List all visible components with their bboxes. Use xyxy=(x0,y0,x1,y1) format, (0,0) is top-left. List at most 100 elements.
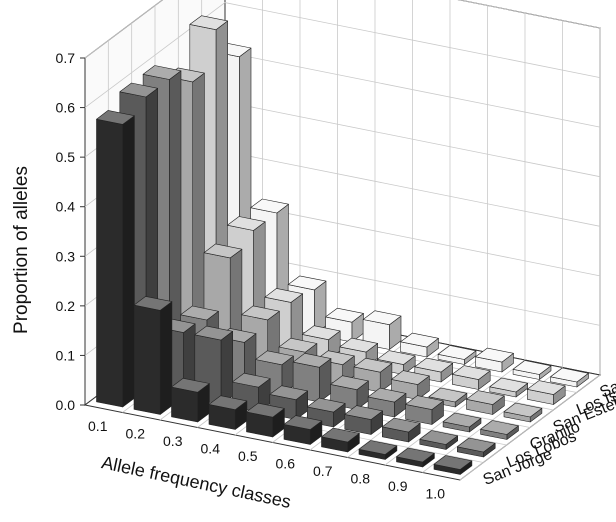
bar-top xyxy=(344,405,384,420)
bar xyxy=(358,440,398,460)
bar xyxy=(480,420,519,440)
bar xyxy=(133,296,173,415)
bar-side xyxy=(159,301,173,415)
bar-top xyxy=(433,455,473,470)
bar-top xyxy=(358,440,398,455)
bar-top xyxy=(180,305,219,321)
bar-top xyxy=(292,352,332,368)
bar-top xyxy=(325,307,364,323)
bar-front xyxy=(96,118,123,408)
x-tick-label: 0.2 xyxy=(126,425,146,441)
bar-top xyxy=(419,430,459,445)
bar-top xyxy=(362,310,402,326)
bar xyxy=(489,377,529,398)
bar-top xyxy=(171,377,210,393)
bar-top xyxy=(241,305,280,321)
bar-top xyxy=(301,325,341,341)
bar-top xyxy=(250,198,289,214)
bar xyxy=(208,395,248,430)
bar xyxy=(475,347,514,373)
y-tick-label: 0.1 xyxy=(56,347,76,363)
y-tick-label: 0.7 xyxy=(56,50,76,66)
bar-top xyxy=(437,345,477,360)
bar-top xyxy=(287,275,327,291)
bar-top xyxy=(232,372,271,388)
bar-top xyxy=(400,332,439,348)
bar-top xyxy=(264,288,304,303)
bar-top xyxy=(512,360,552,375)
bar xyxy=(512,360,552,380)
y-tick-label: 0.6 xyxy=(56,100,76,116)
bar-top xyxy=(246,402,285,418)
bar-top xyxy=(227,216,266,231)
bar-top xyxy=(306,397,346,413)
x-tick-label: 0.4 xyxy=(201,440,221,456)
bar-top xyxy=(414,357,454,373)
y-tick-label: 0.5 xyxy=(56,149,76,165)
x-tick-label: 0.9 xyxy=(388,478,408,494)
x-tick-label: 1.0 xyxy=(426,485,446,501)
bar xyxy=(442,412,482,433)
x-tick-label: 0.3 xyxy=(163,433,183,449)
bar xyxy=(246,402,285,438)
bar-top xyxy=(550,367,589,383)
bar-top xyxy=(278,337,318,353)
bar xyxy=(381,417,421,443)
y-tick-label: 0.2 xyxy=(56,298,76,314)
bar xyxy=(367,387,407,418)
bar-front xyxy=(171,386,198,423)
bar-top xyxy=(330,375,369,391)
bar-top xyxy=(405,395,444,410)
bar xyxy=(433,455,473,475)
bar xyxy=(96,110,135,408)
bar xyxy=(451,365,491,390)
x-tick-label: 0.8 xyxy=(351,470,371,486)
bar-top xyxy=(381,417,421,433)
bar xyxy=(437,345,477,365)
bar-top xyxy=(208,395,248,411)
bar-top xyxy=(339,337,379,353)
x-axis-label: Allele frequency classes xyxy=(100,452,293,512)
bar xyxy=(419,430,459,450)
bar-top xyxy=(96,110,135,125)
bar-top xyxy=(451,365,491,380)
bar xyxy=(456,437,496,458)
x-tick-label: 0.6 xyxy=(276,455,296,471)
bar-top xyxy=(503,402,543,418)
bar-top xyxy=(442,412,482,428)
x-tick-label: 0.1 xyxy=(88,418,108,434)
bar xyxy=(466,390,505,415)
y-tick-label: 0.3 xyxy=(56,248,76,264)
bar xyxy=(428,387,468,408)
bar-top xyxy=(526,380,566,395)
bar-top xyxy=(475,347,514,363)
bar xyxy=(344,405,384,435)
bar xyxy=(321,427,360,453)
bar-top xyxy=(283,415,323,430)
bar-side xyxy=(220,330,233,405)
bar-top xyxy=(466,390,505,405)
bar xyxy=(550,367,589,388)
x-tick-label: 0.7 xyxy=(313,463,333,479)
chart-bars xyxy=(96,15,589,475)
bar-top xyxy=(353,357,393,373)
bar xyxy=(269,385,309,420)
bar-top xyxy=(194,325,233,341)
bar xyxy=(283,415,323,445)
bar-top xyxy=(367,387,407,403)
bar-top xyxy=(391,370,430,385)
bar xyxy=(503,402,543,423)
bar-top xyxy=(321,427,360,443)
bar xyxy=(526,380,566,405)
bar-top xyxy=(396,447,435,463)
bar xyxy=(292,352,332,403)
bar-top xyxy=(189,15,228,31)
bar-top xyxy=(142,65,182,80)
bar xyxy=(400,332,439,358)
bar xyxy=(362,310,402,350)
bar-top xyxy=(456,437,496,453)
bar-side xyxy=(122,115,135,408)
bar-top xyxy=(255,350,294,366)
